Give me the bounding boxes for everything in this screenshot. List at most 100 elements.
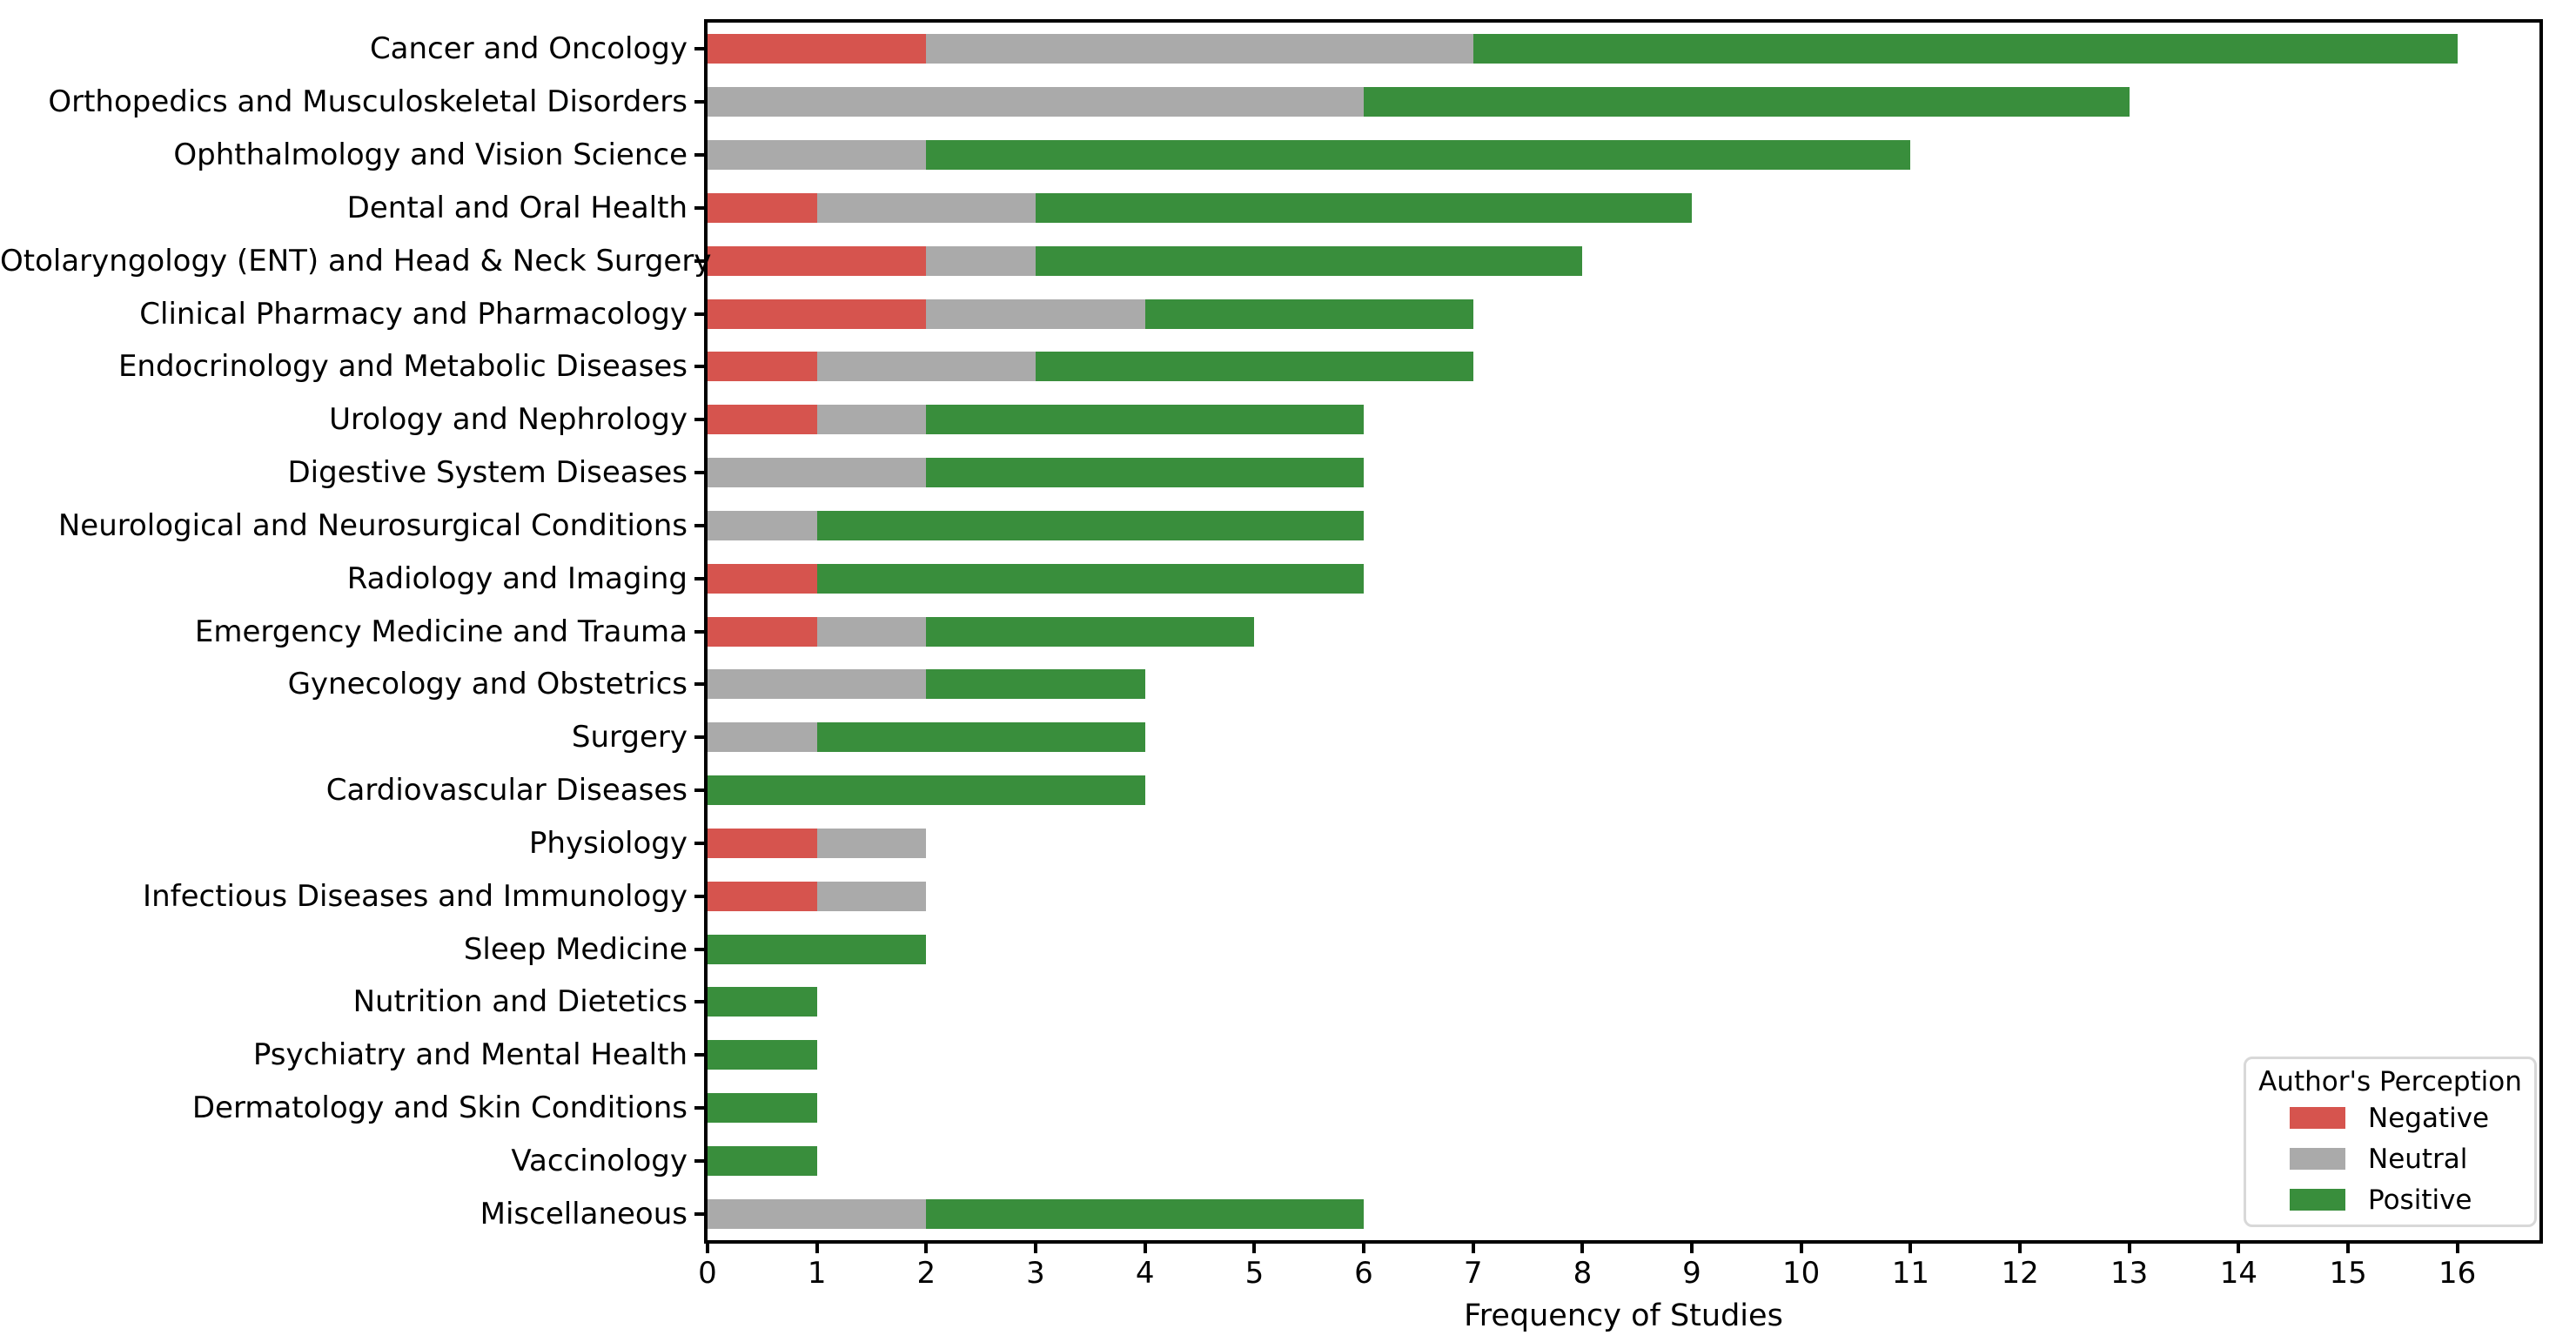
bar-segment-neutral <box>926 299 1145 329</box>
bar-segment-neutral <box>708 722 817 753</box>
bar-segment-positive <box>708 934 927 964</box>
y-tick-label: Digestive System Diseases <box>287 455 688 490</box>
bar-segment-positive <box>926 140 1911 171</box>
bar-row <box>708 458 2539 487</box>
legend-swatch-neutral-icon <box>2290 1148 2345 1170</box>
y-tick-label: Surgery <box>571 720 688 755</box>
bar-row <box>708 352 2539 382</box>
bar-segment-negative <box>708 881 817 911</box>
y-tick-mark <box>694 735 705 740</box>
y-tick-label: Psychiatry and Mental Health <box>252 1037 688 1073</box>
y-tick-label: Dental and Oral Health <box>346 190 688 225</box>
x-tick-label: 9 <box>1682 1256 1701 1291</box>
y-tick-label: Urology and Nephrology <box>329 402 688 438</box>
y-tick-mark <box>694 471 705 474</box>
bar-segment-positive <box>926 669 1145 700</box>
bar-segment-positive <box>926 1198 1364 1229</box>
y-tick-label: Miscellaneous <box>480 1196 688 1231</box>
y-tick-mark <box>694 205 705 210</box>
bar-segment-positive <box>926 616 1255 647</box>
bar-row <box>708 1092 2539 1123</box>
x-tick-label: 15 <box>2329 1256 2367 1291</box>
bar-segment-neutral <box>816 192 1036 223</box>
bar-segment-neutral <box>708 458 927 487</box>
x-tick-mark <box>2346 1244 2351 1253</box>
bar-row <box>708 192 2539 223</box>
x-tick-mark <box>1580 1244 1585 1253</box>
bar-segment-neutral <box>708 140 927 171</box>
x-tick-label: 10 <box>1782 1256 1821 1291</box>
y-tick-mark <box>694 1211 705 1216</box>
y-tick-label: Endocrinology and Metabolic Diseases <box>117 349 688 385</box>
bar-segment-positive <box>708 775 1145 805</box>
x-tick-mark <box>1362 1244 1365 1253</box>
legend-title: Author's Perception <box>2258 1066 2522 1097</box>
legend-label-negative: Negative <box>2368 1102 2490 1134</box>
bar-row <box>708 140 2539 171</box>
bar-segment-neutral <box>816 881 927 911</box>
x-tick-label: 13 <box>2110 1256 2149 1291</box>
x-tick-mark <box>924 1244 929 1253</box>
bar-segment-negative <box>708 352 817 382</box>
bar-segment-negative <box>708 405 817 435</box>
bar-segment-neutral <box>816 352 1036 382</box>
x-tick-mark <box>706 1244 709 1253</box>
x-tick-mark <box>1252 1244 1257 1253</box>
y-tick-label: Orthopedics and Musculoskeletal Disorder… <box>48 84 688 120</box>
bar-row <box>708 616 2539 647</box>
bar-segment-neutral <box>926 245 1036 276</box>
bar-segment-neutral <box>816 828 927 858</box>
x-tick-mark <box>2018 1244 2023 1253</box>
legend-label-positive: Positive <box>2368 1184 2472 1216</box>
bar-row <box>708 245 2539 276</box>
bar-segment-positive <box>926 405 1364 435</box>
bar-row <box>708 1198 2539 1229</box>
bar-segment-positive <box>708 1092 817 1123</box>
x-tick-mark <box>1799 1244 1803 1253</box>
x-tick-label: 0 <box>698 1256 717 1291</box>
bar-segment-negative <box>708 245 927 276</box>
bar-segment-negative <box>708 192 817 223</box>
x-tick-mark <box>1034 1244 1037 1253</box>
legend-swatch-negative-icon <box>2290 1107 2345 1129</box>
y-tick-label: Vaccinology <box>511 1143 688 1178</box>
x-tick-mark <box>1143 1244 1147 1253</box>
y-tick-label: Nutrition and Dietetics <box>352 984 688 1020</box>
y-tick-mark <box>694 1105 705 1110</box>
bar-segment-positive <box>1472 34 2458 64</box>
y-tick-label: Sleep Medicine <box>463 931 688 967</box>
x-tick-label: 12 <box>2001 1256 2039 1291</box>
x-tick-mark <box>1909 1244 1913 1253</box>
y-tick-mark <box>694 365 705 369</box>
bar-row <box>708 934 2539 964</box>
bar-row <box>708 34 2539 64</box>
bar-segment-positive <box>1036 192 1693 223</box>
bar-segment-positive <box>816 722 1145 753</box>
x-tick-label: 6 <box>1354 1256 1373 1291</box>
bar-segment-neutral <box>708 510 817 540</box>
legend-swatch-positive-icon <box>2290 1189 2345 1211</box>
bar-segment-neutral <box>926 34 1473 64</box>
y-tick-mark <box>694 629 705 634</box>
x-axis-title: Frequency of Studies <box>1464 1298 1783 1333</box>
y-tick-label: Radiology and Imaging <box>346 560 688 596</box>
x-tick-label: 2 <box>916 1256 936 1291</box>
y-tick-label: Gynecology and Obstetrics <box>287 667 688 702</box>
legend-label-neutral: Neutral <box>2368 1143 2468 1175</box>
bar-row <box>708 881 2539 911</box>
y-tick-mark <box>694 1158 705 1163</box>
bar-row <box>708 87 2539 117</box>
legend-row-positive: Positive <box>2246 1179 2534 1220</box>
bar-row <box>708 669 2539 700</box>
x-tick-label: 4 <box>1135 1256 1155 1291</box>
x-tick-mark <box>1471 1244 1475 1253</box>
plot-inner <box>708 23 2539 1240</box>
y-tick-mark <box>694 523 705 527</box>
y-tick-mark <box>694 841 705 845</box>
x-tick-label: 14 <box>2219 1256 2258 1291</box>
y-tick-label: Emergency Medicine and Trauma <box>194 614 688 649</box>
x-tick-label: 11 <box>1891 1256 1930 1291</box>
y-tick-label: Cardiovascular Diseases <box>325 773 688 808</box>
bar-segment-negative <box>708 299 927 329</box>
bar-segment-neutral <box>816 616 927 647</box>
